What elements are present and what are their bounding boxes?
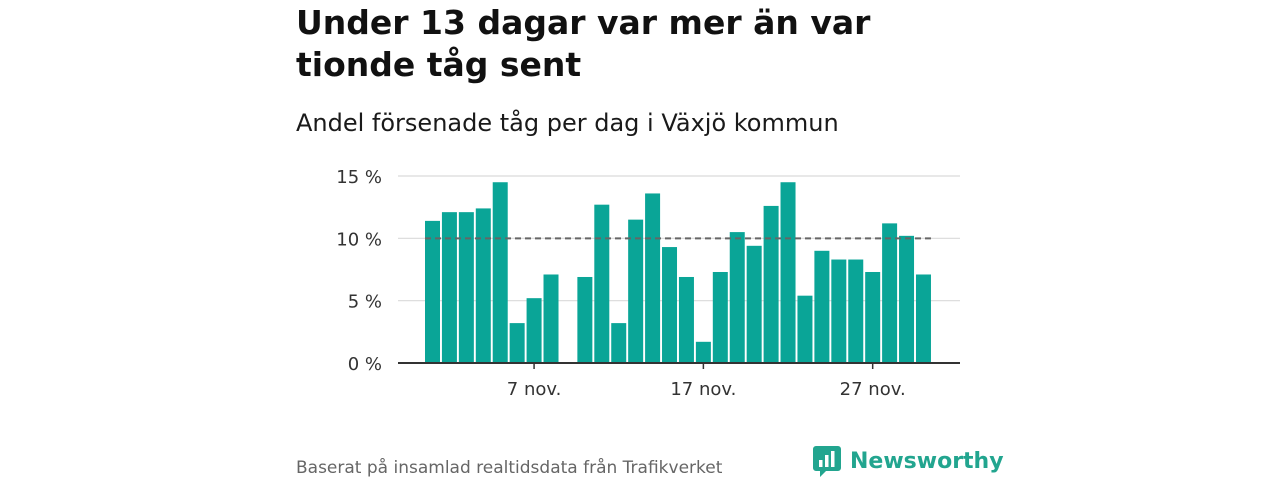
bar [611, 323, 627, 363]
brand-name: Newsworthy [850, 448, 1004, 474]
bar [475, 208, 491, 363]
bar [848, 259, 864, 363]
bar [814, 250, 830, 363]
bar [865, 271, 881, 363]
bar [780, 182, 796, 363]
bar [425, 220, 440, 363]
bar [712, 271, 728, 363]
bar [543, 274, 559, 363]
x-tick-label: 7 nov. [507, 379, 562, 400]
bar [662, 247, 678, 363]
bar [763, 205, 779, 363]
bar [746, 245, 762, 363]
brand-logo: Newsworthy [812, 444, 1004, 478]
bar [678, 276, 694, 363]
chart-subtitle: Andel försenade tåg per dag i Växjö komm… [296, 109, 839, 137]
newsworthy-logo-icon [813, 446, 841, 477]
chart-title: Under 13 dagar var mer än var tionde tåg… [296, 3, 871, 84]
bar [882, 223, 898, 363]
bar [458, 212, 474, 363]
source-note: Baserat på insamlad realtidsdata från Tr… [296, 458, 723, 478]
y-tick-label: 10 % [336, 229, 382, 250]
y-tick-label: 15 % [336, 167, 382, 188]
bar [441, 212, 457, 363]
bar [492, 182, 508, 363]
x-tick-label: 17 nov. [670, 379, 736, 400]
y-tick-label: 0 % [348, 354, 382, 375]
bar [729, 232, 745, 363]
bar [797, 295, 813, 363]
bar [899, 235, 915, 363]
bar [915, 274, 931, 363]
y-tick-label: 5 % [348, 292, 382, 313]
bar [628, 219, 644, 363]
x-tick-label: 27 nov. [840, 379, 906, 400]
bar [831, 259, 847, 363]
bar [577, 276, 593, 363]
bar [645, 193, 661, 363]
bar [526, 298, 542, 363]
bar [509, 323, 525, 363]
bar [695, 341, 711, 363]
bar [594, 204, 610, 363]
